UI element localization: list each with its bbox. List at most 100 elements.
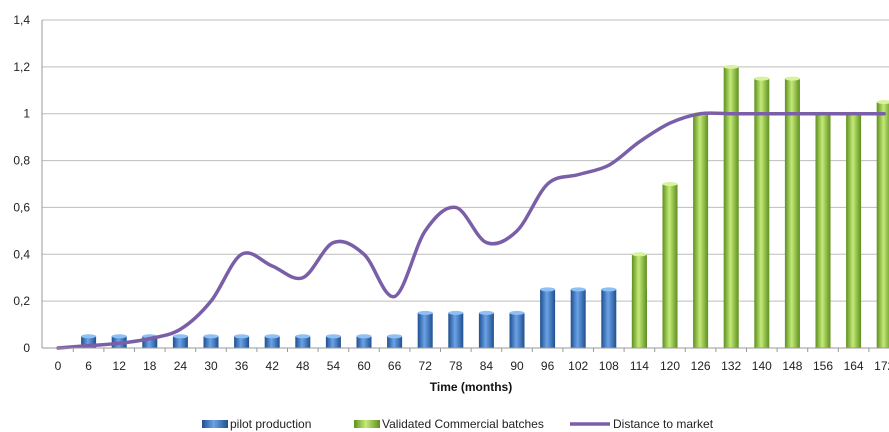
bar-pilot bbox=[234, 336, 250, 348]
line-distance-to-market bbox=[56, 111, 886, 350]
bar-pilot bbox=[540, 289, 556, 348]
axes bbox=[41, 20, 889, 349]
bar-cap bbox=[172, 334, 188, 339]
x-tick-label: 90 bbox=[510, 359, 524, 373]
bar-commercial bbox=[693, 113, 709, 348]
bar-pilot bbox=[478, 312, 494, 348]
bar-cap bbox=[509, 310, 525, 315]
x-tick-label: 0 bbox=[55, 359, 62, 373]
y-tick-label: 0,8 bbox=[13, 154, 30, 168]
bar-commercial bbox=[631, 254, 647, 348]
x-tick-label: 120 bbox=[660, 359, 680, 373]
x-tick-label: 78 bbox=[449, 359, 463, 373]
bar-pilot bbox=[142, 336, 158, 348]
x-tick-label: 72 bbox=[419, 359, 433, 373]
y-tick-label: 0,4 bbox=[13, 247, 30, 261]
bar-cap bbox=[478, 310, 494, 315]
bar-pilot bbox=[570, 289, 586, 348]
legend: pilot production Validated Commercial bat… bbox=[202, 417, 714, 431]
bar-cap bbox=[234, 334, 250, 339]
bar-pilot bbox=[295, 336, 311, 348]
bar-commercial bbox=[754, 78, 770, 349]
x-tick-label: 30 bbox=[204, 359, 218, 373]
x-tick-label: 24 bbox=[174, 359, 188, 373]
gridlines bbox=[42, 19, 889, 302]
bar-cap bbox=[631, 252, 647, 257]
bar-pilot bbox=[417, 312, 433, 348]
x-tick-label: 48 bbox=[296, 359, 310, 373]
bars bbox=[81, 64, 889, 349]
y-axis-ticks: 0 0,2 0,4 0,6 0,8 1 1,2 1,4 bbox=[13, 13, 30, 355]
x-tick-label: 114 bbox=[630, 359, 649, 373]
legend-swatch bbox=[202, 420, 228, 428]
x-tick-label: 18 bbox=[143, 359, 157, 373]
x-tick-label: 102 bbox=[568, 359, 588, 373]
bar-commercial bbox=[662, 184, 678, 348]
bar-commercial bbox=[815, 113, 831, 348]
y-tick-label: 1,2 bbox=[13, 60, 30, 74]
bar-cap bbox=[876, 100, 889, 104]
bar-cap bbox=[754, 76, 770, 81]
bar-pilot bbox=[448, 312, 464, 348]
legend-swatch bbox=[354, 420, 380, 428]
x-tick-label: 12 bbox=[113, 359, 127, 373]
bar-pilot bbox=[356, 336, 372, 348]
bar-cap bbox=[723, 64, 739, 69]
y-tick-label: 0,2 bbox=[13, 294, 30, 308]
x-tick-label: 164 bbox=[844, 359, 864, 373]
legend-label: Validated Commercial batches bbox=[382, 417, 544, 431]
x-tick-label: 54 bbox=[327, 359, 341, 373]
bar-cap bbox=[448, 310, 464, 315]
x-tick-label: 172 bbox=[874, 359, 889, 373]
bar-pilot bbox=[387, 336, 403, 348]
bar-cap bbox=[356, 334, 372, 339]
legend-label: Distance to market bbox=[613, 417, 714, 431]
x-tick-label: 6 bbox=[85, 359, 92, 373]
bar-commercial bbox=[876, 102, 889, 348]
x-axis-label: Time (months) bbox=[430, 380, 512, 394]
x-tick-label: 126 bbox=[691, 359, 711, 373]
y-tick-label: 1,4 bbox=[13, 13, 30, 27]
legend-label: pilot production bbox=[230, 417, 311, 431]
bar-cap bbox=[325, 334, 341, 339]
x-tick-label: 96 bbox=[541, 359, 555, 373]
x-tick-label: 156 bbox=[813, 359, 833, 373]
bar-pilot bbox=[601, 289, 617, 348]
bar-cap bbox=[111, 334, 127, 339]
bar-cap bbox=[784, 76, 800, 81]
bar-pilot bbox=[203, 336, 219, 348]
bar-commercial bbox=[846, 113, 862, 348]
bar-pilot bbox=[264, 336, 280, 348]
x-tick-label: 132 bbox=[721, 359, 741, 373]
x-tick-label: 60 bbox=[357, 359, 371, 373]
bar-cap bbox=[295, 334, 311, 339]
y-tick-label: 0 bbox=[23, 341, 30, 355]
bar-cap bbox=[387, 334, 403, 339]
bar-pilot bbox=[325, 336, 341, 348]
y-tick-label: 1 bbox=[23, 107, 30, 121]
bar-cap bbox=[601, 287, 617, 292]
bar-cap bbox=[81, 334, 97, 339]
bar-cap bbox=[264, 334, 280, 339]
x-tick-label: 36 bbox=[235, 359, 249, 373]
bar-pilot bbox=[81, 336, 97, 348]
x-tick-label: 148 bbox=[782, 359, 802, 373]
x-tick-label: 108 bbox=[599, 359, 619, 373]
x-axis-ticks: 0 6 12 18 24 30 36 42 48 54 60 66 72 78 84 90 96 102 108 11… bbox=[55, 348, 889, 373]
bar-cap bbox=[203, 334, 219, 339]
bar-cap bbox=[417, 310, 433, 315]
line-series bbox=[56, 111, 886, 350]
x-tick-label: 140 bbox=[752, 359, 772, 373]
bar-cap bbox=[662, 182, 678, 186]
bar-commercial bbox=[784, 78, 800, 349]
y-tick-label: 0,6 bbox=[13, 200, 30, 214]
bar-cap bbox=[540, 287, 556, 292]
x-tick-label: 42 bbox=[266, 359, 280, 373]
x-tick-label: 84 bbox=[480, 359, 494, 373]
bar-cap bbox=[570, 287, 586, 292]
bar-commercial bbox=[723, 66, 739, 348]
bar-pilot bbox=[172, 336, 188, 348]
bar-pilot bbox=[509, 312, 525, 348]
x-tick-label: 66 bbox=[388, 359, 402, 373]
